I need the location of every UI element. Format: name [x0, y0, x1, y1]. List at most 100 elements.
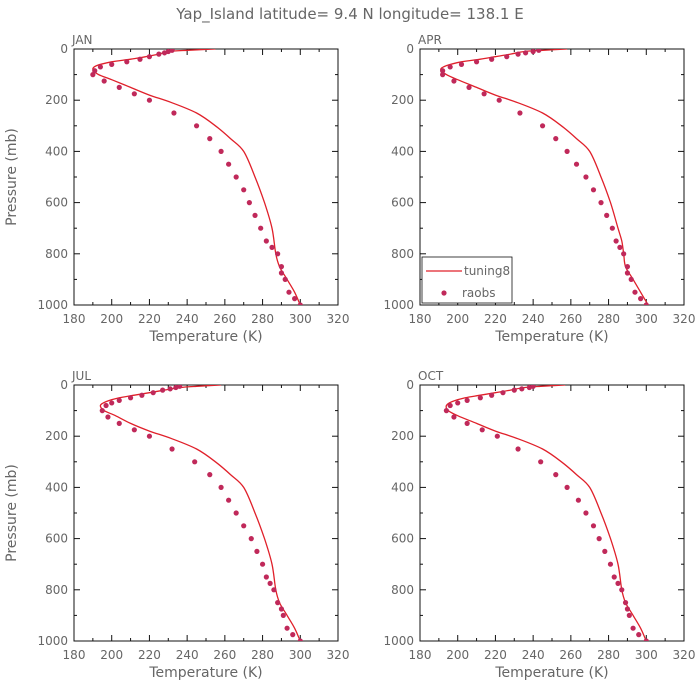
y-tick-label: 600 — [391, 196, 414, 210]
data-point-raobs — [109, 61, 115, 67]
data-point-raobs — [146, 54, 153, 60]
x-tick-label: 220 — [484, 648, 507, 662]
y-tick-label: 1000 — [37, 634, 68, 648]
y-tick-label: 1000 — [37, 298, 68, 312]
data-point-raobs — [609, 225, 615, 231]
data-point-raobs — [146, 97, 153, 103]
data-point-raobs — [611, 574, 617, 580]
y-tick-label: 600 — [45, 196, 68, 210]
data-point-raobs — [583, 174, 589, 180]
data-point-raobs — [489, 392, 495, 398]
legend-marker-swatch — [441, 290, 447, 296]
x-tick-label: 180 — [63, 312, 86, 326]
x-tick-label: 320 — [673, 312, 696, 326]
data-point-raobs — [602, 548, 608, 555]
x-tick-label: 260 — [213, 648, 236, 662]
panel-apr: 180 200 220 240 260 280 300 320 0 200 400 600 800 100… — [383, 33, 695, 345]
data-point-raobs — [297, 302, 303, 305]
data-point-raobs — [116, 84, 122, 90]
x-tick-label: 320 — [673, 648, 696, 662]
data-point-raobs — [511, 387, 517, 393]
data-point-raobs — [443, 408, 449, 414]
x-axis-label: Temperature (K) — [494, 665, 608, 681]
data-point-raobs — [523, 50, 529, 56]
data-point-raobs — [440, 68, 446, 74]
y-axis-label: Pressure (mb) — [4, 128, 20, 226]
series-line-tuning8 — [99, 385, 301, 641]
plot-data — [90, 49, 303, 305]
x-tick-label: 200 — [446, 312, 469, 326]
data-point-raobs — [248, 536, 254, 542]
x-tick-label: 260 — [559, 648, 582, 662]
data-point-raobs — [598, 200, 604, 206]
data-point-raobs — [105, 414, 111, 420]
y-tick-label: 800 — [391, 583, 414, 597]
series-line-tuning8 — [445, 385, 647, 641]
data-point-raobs — [624, 270, 631, 276]
x-tick-label: 280 — [251, 648, 274, 662]
y-tick-label: 600 — [391, 532, 414, 546]
panel-jul: 180 200 220 240 260 280 300 320 0 200 400 600 800 100… — [4, 369, 349, 681]
y-tick-label: 800 — [45, 583, 68, 597]
data-point-raobs — [643, 302, 649, 305]
panel-label: APR — [418, 33, 442, 47]
x-tick-label: 180 — [409, 312, 432, 326]
x-tick-label: 300 — [635, 648, 658, 662]
data-point-raobs — [526, 385, 532, 391]
data-point-raobs — [621, 251, 627, 257]
data-point-raobs — [473, 59, 480, 65]
data-point-raobs — [137, 56, 143, 62]
data-point-raobs — [241, 523, 247, 529]
y-tick-label: 200 — [45, 93, 68, 107]
x-tick-label: 300 — [289, 312, 312, 326]
data-point-raobs — [624, 264, 631, 270]
x-tick-label: 240 — [522, 648, 545, 662]
data-point-raobs — [99, 408, 105, 414]
data-point-raobs — [150, 390, 156, 396]
data-point-raobs — [218, 484, 224, 490]
data-point-raobs — [553, 136, 559, 142]
data-point-raobs — [254, 548, 260, 555]
data-point-raobs — [124, 59, 130, 65]
plot-data — [443, 385, 649, 641]
data-point-raobs — [269, 244, 275, 250]
x-tick-label: 320 — [327, 312, 350, 326]
data-point-raobs — [280, 612, 286, 619]
data-point-raobs — [613, 238, 619, 244]
x-axis-label: Temperature (K) — [494, 329, 608, 345]
data-point-raobs — [564, 148, 570, 154]
data-point-raobs — [590, 523, 597, 529]
data-point-raobs — [583, 510, 589, 516]
x-tick-label: 260 — [213, 312, 236, 326]
data-point-raobs — [292, 296, 298, 302]
data-point-raobs — [193, 123, 200, 129]
data-point-raobs — [207, 136, 213, 142]
data-point-raobs — [241, 187, 247, 193]
y-tick-label: 400 — [391, 144, 414, 158]
panel-jan: 180 200 220 240 260 280 300 320 0 200 400 600 800 100… — [4, 33, 349, 345]
data-point-raobs — [494, 433, 500, 439]
x-tick-label: 300 — [635, 312, 658, 326]
data-point-raobs — [489, 56, 495, 62]
data-point-raobs — [477, 395, 483, 401]
plot-frame — [73, 384, 339, 642]
legend-label: tuning8 — [464, 264, 510, 278]
data-point-raobs — [160, 387, 166, 393]
data-point-raobs — [290, 632, 296, 638]
y-tick-label: 200 — [391, 93, 414, 107]
data-point-raobs — [500, 390, 506, 396]
data-point-raobs — [278, 270, 285, 276]
x-tick-label: 240 — [522, 312, 545, 326]
y-tick-label: 800 — [45, 247, 68, 261]
data-point-raobs — [101, 78, 107, 84]
data-point-raobs — [504, 54, 510, 60]
data-point-raobs — [515, 51, 521, 57]
data-point-raobs — [90, 72, 96, 78]
data-point-raobs — [464, 420, 470, 426]
x-axis-label: Temperature (K) — [148, 329, 262, 345]
figure-title: Yap_Island latitude= 9.4 N longitude= 13… — [175, 5, 523, 24]
panel-oct: 180 200 220 240 260 280 300 320 0 200 400 600 800 100… — [383, 369, 695, 681]
data-point-raobs — [466, 84, 472, 90]
y-tick-label: 0 — [60, 42, 68, 56]
